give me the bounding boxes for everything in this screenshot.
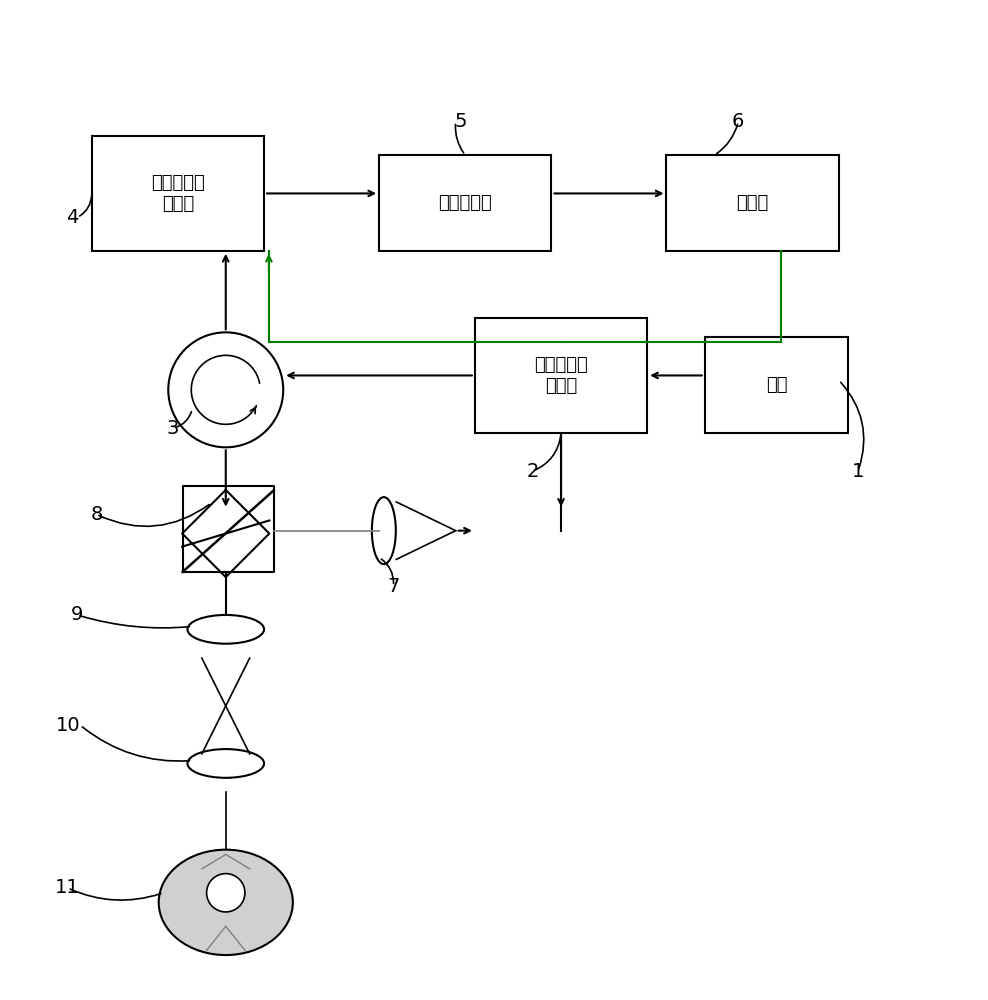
- Ellipse shape: [206, 874, 245, 912]
- Text: 计算机: 计算机: [736, 194, 769, 212]
- Text: 第一光束处
理单元: 第一光束处 理单元: [535, 356, 588, 395]
- Ellipse shape: [159, 850, 292, 955]
- Text: 4: 4: [66, 208, 79, 227]
- Text: 6: 6: [732, 112, 745, 131]
- Text: 平衡探测器: 平衡探测器: [439, 194, 492, 212]
- FancyBboxPatch shape: [704, 337, 849, 433]
- FancyBboxPatch shape: [667, 155, 839, 251]
- Text: 10: 10: [55, 716, 80, 735]
- FancyBboxPatch shape: [475, 318, 647, 433]
- Text: 光源: 光源: [766, 376, 787, 394]
- Text: 第二光束处
理单元: 第二光束处 理单元: [151, 174, 205, 213]
- Text: 1: 1: [852, 462, 864, 481]
- Text: 3: 3: [167, 419, 179, 438]
- Text: 8: 8: [90, 505, 103, 524]
- Text: 5: 5: [454, 112, 466, 131]
- Text: 7: 7: [387, 577, 399, 596]
- Text: 11: 11: [55, 878, 80, 897]
- Text: 9: 9: [71, 605, 83, 624]
- FancyBboxPatch shape: [92, 136, 264, 251]
- FancyBboxPatch shape: [379, 155, 551, 251]
- Text: 2: 2: [527, 462, 538, 481]
